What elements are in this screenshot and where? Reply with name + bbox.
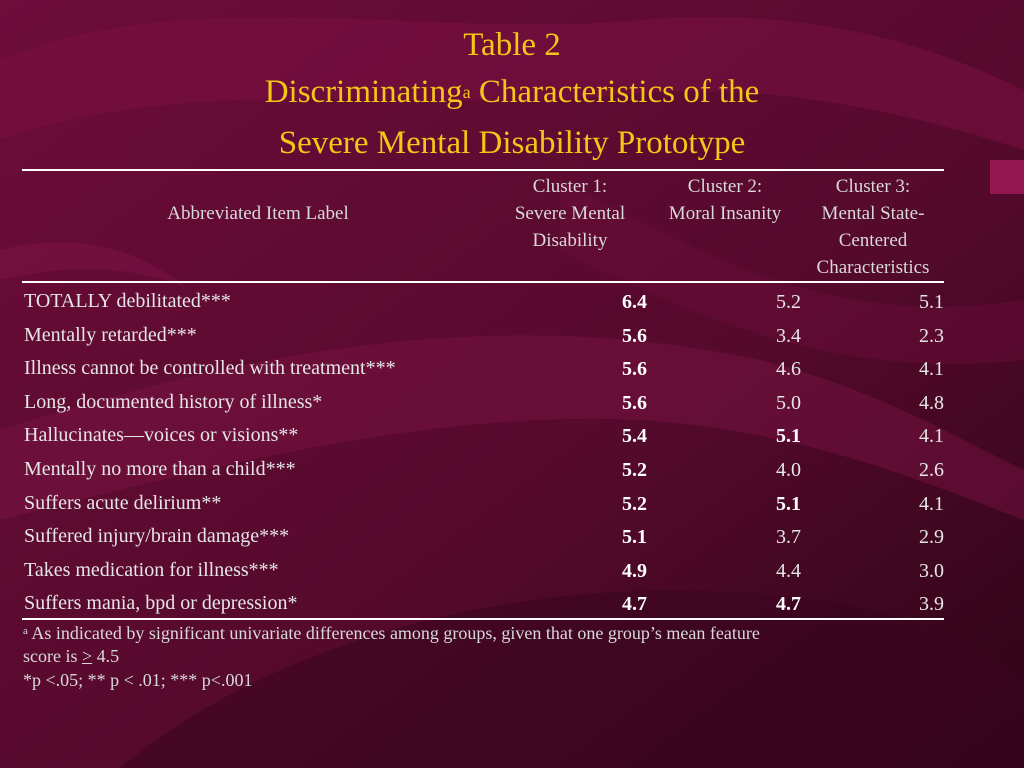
row-label: Suffers acute delirium** [24, 491, 222, 514]
row-label: Mentally no more than a child*** [24, 458, 296, 480]
table-row: Long, documented history of illness* 5.6 5… [22, 387, 944, 420]
cluster-3-value: 3.0 [919, 559, 944, 582]
footnote-a-line-2: score is > 4.5 [23, 645, 119, 668]
header-cluster-1-line: Severe Mental [514, 203, 626, 224]
row-label: Suffered injury/brain damage*** [24, 525, 290, 548]
footnote-a-text: As indicated by significant univariate d… [27, 623, 760, 643]
table-header-rule [22, 281, 944, 283]
cluster-1-value: 5.2 [622, 459, 647, 481]
header-item-label: Abbreviated Item Label [167, 203, 349, 224]
cluster-1-value: 4.7 [622, 593, 647, 616]
table-row: Takes medication for illness*** 4.9 4.4 3.0 [22, 555, 944, 588]
cluster-1-value: 5.6 [622, 324, 647, 347]
cluster-3-value: 2.9 [919, 526, 944, 549]
cluster-2-value: 4.6 [776, 358, 801, 381]
table-row: Suffered injury/brain damage*** 5.1 3.7 2.9 [22, 521, 944, 554]
cluster-3-value: 2.3 [919, 324, 944, 347]
row-label: Hallucinates—voices or visions** [24, 424, 299, 447]
footnote-marker: a [23, 625, 28, 637]
title-line-1: Table 2 [463, 27, 561, 63]
table-row: Mentally retarded*** 5.6 3.4 2.3 [22, 320, 944, 353]
cluster-3-value: 5.1 [919, 291, 944, 313]
header-cluster-1: Cluster 1: Severe Mental Disability [495, 173, 645, 254]
cluster-2-value: 4.4 [776, 559, 801, 582]
title-line-2-part-b: Characteristics of the [470, 74, 760, 110]
row-label: Long, documented history of illness* [24, 390, 323, 413]
header-cluster-1-line: Cluster 1: [532, 176, 608, 197]
row-label: Suffers mania, bpd or depression* [24, 592, 298, 615]
cluster-3-value: 4.1 [919, 425, 944, 448]
row-label: Illness cannot be controlled with treatm… [24, 357, 396, 380]
row-label: Takes medication for illness*** [24, 558, 279, 581]
table-row: Illness cannot be controlled with treatm… [22, 353, 944, 386]
table-row: TOTALLY debilitated*** 6.4 5.2 5.1 [22, 286, 944, 319]
table-row: Hallucinates—voices or visions** 5.4 5.1 4.… [22, 420, 944, 453]
footnote-significance: *p <.05; ** p < .01; *** p<.001 [23, 670, 253, 690]
footnote-a-line-1: a As indicated by significant univariate… [23, 622, 760, 648]
cluster-3-value: 4.1 [919, 492, 944, 515]
table-top-rule [22, 169, 944, 171]
header-cluster-2-line: Moral Insanity [668, 203, 782, 224]
footnote-a-line-2-pre: score is [23, 646, 82, 666]
greater-equal-sign: > [81, 646, 93, 666]
cluster-3-value: 4.8 [919, 391, 944, 414]
cluster-2-value: 4.0 [776, 459, 801, 481]
cluster-1-value: 6.4 [622, 291, 647, 313]
cluster-1-value: 5.6 [622, 391, 647, 414]
cluster-1-value: 5.2 [622, 492, 647, 515]
header-cluster-3: Cluster 3: Mental State- Centered Charac… [798, 173, 948, 281]
header-cluster-3-line: Cluster 3: [835, 176, 911, 197]
cluster-3-value: 3.9 [919, 593, 944, 616]
table-row: Suffers acute delirium** 5.2 5.1 4.1 [22, 488, 944, 521]
cluster-2-value: 5.2 [776, 291, 801, 313]
cluster-3-value: 4.1 [919, 358, 944, 381]
cluster-1-value: 5.1 [622, 526, 647, 549]
cluster-2-value: 5.1 [776, 492, 801, 515]
cluster-1-value: 4.9 [622, 559, 647, 582]
header-cluster-3-line: Centered [838, 230, 908, 251]
title-superscript: a [462, 82, 471, 102]
footnote-a-line-2-post: 4.5 [92, 646, 120, 666]
title-line-2-part-a: Discriminating [264, 74, 463, 110]
cluster-2-value: 3.4 [776, 324, 801, 347]
header-cluster-2: Cluster 2: Moral Insanity [650, 173, 800, 227]
title-line-3: Severe Mental Disability Prototype [278, 125, 746, 161]
cluster-1-value: 5.6 [622, 358, 647, 381]
header-cluster-1-line: Disability [532, 230, 608, 251]
slide-title: Table 2 Discriminatinga Characteristics … [0, 22, 1024, 167]
cluster-2-value: 4.7 [776, 593, 801, 616]
row-label: Mentally retarded*** [24, 323, 197, 346]
cluster-2-value: 5.1 [776, 425, 801, 448]
row-label: TOTALLY debilitated*** [24, 290, 231, 312]
table-row: Mentally no more than a child*** 5.2 4.0 2.… [22, 454, 944, 487]
table-row: Suffers mania, bpd or depression* 4.7 4.7 3… [22, 588, 944, 621]
cluster-1-value: 5.4 [622, 425, 647, 448]
cluster-3-value: 2.6 [919, 459, 944, 481]
header-cluster-3-line: Characteristics [816, 257, 930, 278]
cluster-2-value: 3.7 [776, 526, 801, 549]
header-cluster-2-line: Cluster 2: [687, 176, 763, 197]
header-cluster-3-line: Mental State- [821, 203, 925, 224]
table-bottom-rule [22, 618, 944, 620]
title-line-2: Discriminatinga Characteristics of the [0, 69, 1024, 120]
cluster-2-value: 5.0 [776, 391, 801, 414]
